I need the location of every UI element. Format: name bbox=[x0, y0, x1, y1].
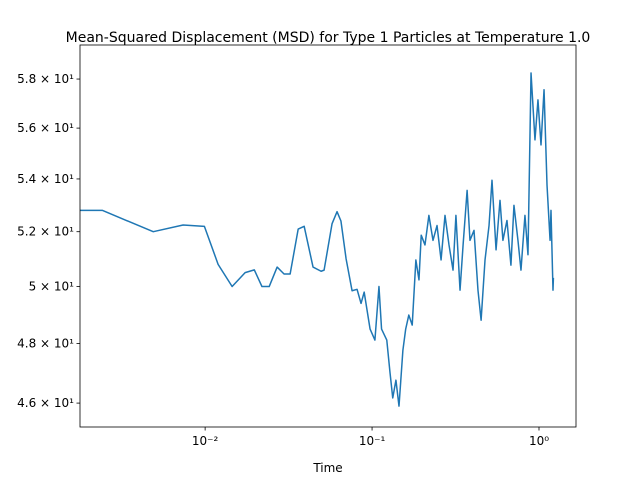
data-line bbox=[80, 72, 555, 407]
x-tick-label: 10⁻² bbox=[192, 434, 219, 448]
x-axis-label: Time bbox=[312, 461, 342, 475]
y-tick-label: 5.6 × 10¹ bbox=[17, 121, 74, 135]
y-tick-label: 5.8 × 10¹ bbox=[17, 72, 74, 86]
y-tick-label: 5 × 10¹ bbox=[29, 280, 75, 294]
y-tick-label: 5.4 × 10¹ bbox=[17, 172, 74, 186]
axes-frame bbox=[79, 44, 577, 428]
plot-area bbox=[80, 72, 555, 407]
y-tick-label: 4.8 × 10¹ bbox=[17, 337, 74, 351]
x-tick-label: 10⁻¹ bbox=[359, 434, 386, 448]
y-tick-label: 4.6 × 10¹ bbox=[17, 396, 74, 410]
x-tick-label: 10⁰ bbox=[529, 434, 549, 448]
chart-title: Mean-Squared Displacement (MSD) for Type… bbox=[66, 30, 591, 46]
y-tick-label: 5.2 × 10¹ bbox=[17, 225, 74, 239]
